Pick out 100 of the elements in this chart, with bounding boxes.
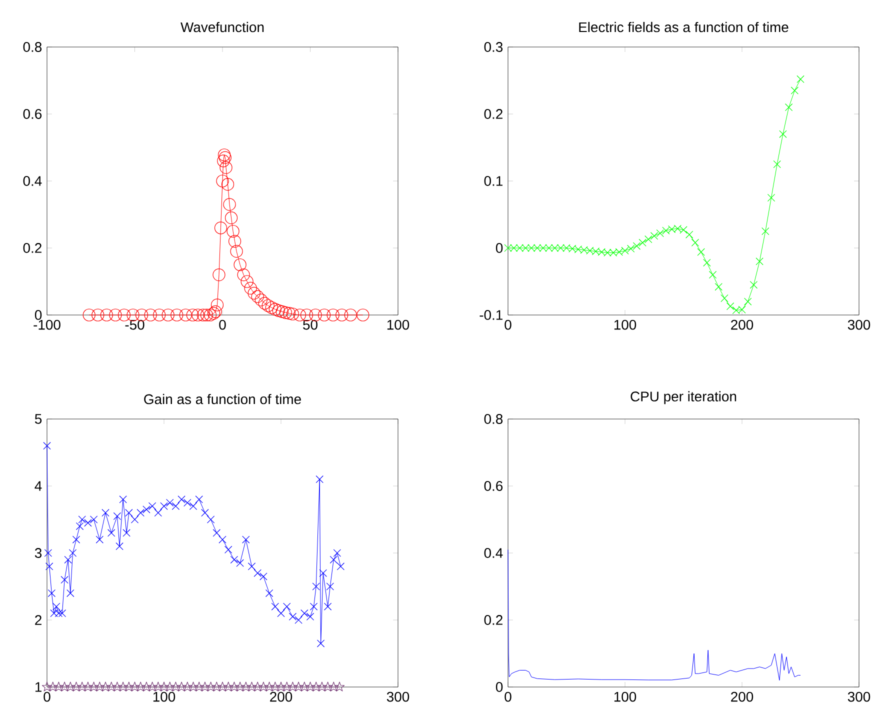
point [279,306,292,319]
point [226,224,240,238]
chart-title: Gain as a function of time [144,394,301,404]
point [344,308,357,322]
point [162,308,174,322]
point [750,281,758,289]
y-tick-label: 0.4 [23,176,42,186]
point [223,198,236,211]
point [720,294,728,302]
x-tick-label: 100 [614,692,636,702]
point [272,304,285,317]
point [210,298,224,312]
y-tick-label: 0 [496,682,503,692]
line-series [508,549,801,681]
x-tick-label: -50 [125,320,144,330]
point [214,222,228,234]
point [92,308,104,322]
point [218,148,231,162]
x-tick-label: 100 [614,320,636,330]
y-tick-label: 0.2 [23,243,42,253]
point [221,178,234,191]
point [756,258,764,266]
point [773,160,781,168]
point [276,305,288,318]
y-tick-label: 0.8 [23,42,42,52]
point [100,308,113,322]
point [200,308,214,322]
point [703,258,711,267]
point [220,161,232,174]
x-tick-label: 200 [731,320,754,330]
x-tick-label: 100 [387,320,410,330]
point [212,268,226,282]
point [282,307,296,320]
point [234,258,246,272]
y-tick-label: 0.8 [484,414,503,424]
y-tick-label: 2 [35,615,42,625]
y-tick-label: -0.1 [480,310,502,320]
point [254,294,268,306]
point [217,154,230,168]
point [356,308,370,322]
point [318,308,331,322]
point [762,227,770,236]
y-tick-label: 5 [34,414,42,424]
y-tick-label: 0.2 [484,615,502,625]
point [224,212,238,224]
point [248,286,260,300]
point [258,296,271,310]
x-tick-label: 0 [219,320,226,330]
point [268,303,282,316]
point [784,103,793,112]
point [691,238,700,246]
point [186,308,199,322]
point [244,282,257,294]
point [204,308,217,322]
y-tick-label: 0.2 [484,109,502,119]
y-tick-label: 0.1 [484,176,502,186]
chart-title: Wavefunction [180,22,264,32]
point [767,194,776,202]
point [632,242,641,250]
x-tick-label: 200 [270,692,292,702]
point [237,268,250,282]
y-tick-label: 1 [35,682,42,692]
chart-title: Electric fields as a function of time [579,22,788,32]
y-tick-label: 0 [496,243,503,253]
x-tick-label: 200 [731,692,754,702]
y-tick-label: 0.6 [484,481,503,491]
point [118,308,131,322]
x-tick-label: 300 [386,692,410,702]
point [293,308,306,322]
point [779,130,787,138]
point [230,245,243,258]
point [262,299,274,312]
point [697,248,705,256]
point [192,308,204,322]
point [656,229,664,238]
point [644,235,652,244]
point [265,301,278,314]
y-tick-label: 4 [34,481,42,491]
point [228,234,242,248]
x-tick-label: 0 [504,692,512,702]
x-tick-label: -100 [34,320,60,330]
point [109,308,122,322]
x-tick-label: 0 [504,320,512,330]
x-tick-label: 300 [848,320,870,330]
point [638,238,646,246]
point [336,308,348,322]
point [286,308,300,320]
point [790,86,798,94]
chart-title: CPU per iteration [630,391,736,404]
point [650,232,658,240]
point [251,290,264,303]
y-tick-label: 3 [34,548,42,558]
x-tick-label: 0 [44,692,50,702]
point [179,308,192,322]
point [216,174,229,188]
x-tick-label: 300 [848,692,870,702]
point [708,270,717,279]
point [796,75,804,83]
y-tick-label: 0.6 [23,109,42,119]
x-tick-label: 100 [153,692,176,702]
